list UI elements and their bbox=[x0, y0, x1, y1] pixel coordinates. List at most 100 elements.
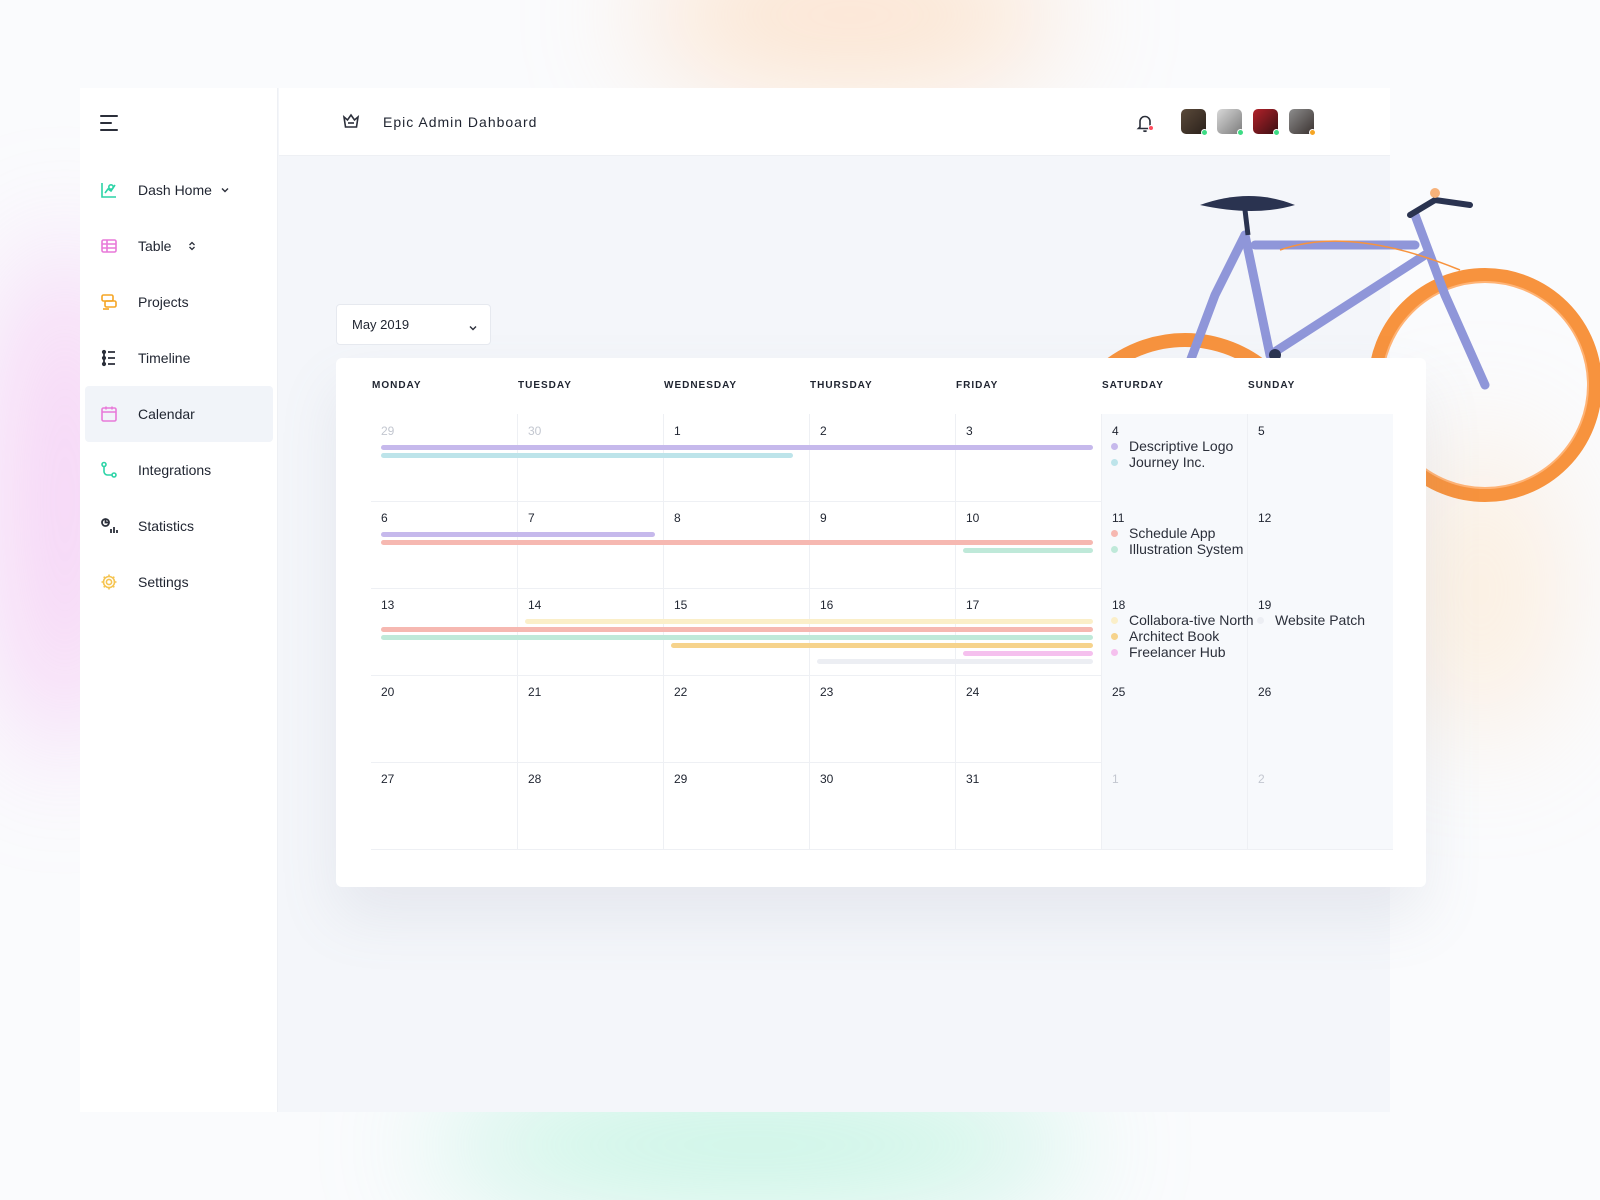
online-status-dot bbox=[1237, 129, 1244, 136]
sidebar-item-table[interactable]: Table bbox=[85, 218, 273, 274]
weekday-label: SUNDAY bbox=[1248, 380, 1296, 391]
day-number: 30 bbox=[528, 424, 542, 438]
event-bar[interactable] bbox=[963, 548, 1093, 553]
calendar-day-cell[interactable]: 16 bbox=[809, 588, 955, 676]
calendar-day-cell[interactable]: 10 bbox=[955, 501, 1101, 589]
calendar-day-cell[interactable]: 11 bbox=[1101, 501, 1247, 589]
event-color-dot bbox=[1111, 632, 1118, 640]
sidebar-item-projects[interactable]: Projects bbox=[85, 274, 273, 330]
calendar-day-cell[interactable]: 14 bbox=[517, 588, 663, 676]
calendar-day-cell[interactable]: 25 bbox=[1101, 675, 1247, 763]
avatar[interactable] bbox=[1181, 109, 1208, 136]
chevron-updown-icon bbox=[187, 241, 197, 251]
avatar[interactable] bbox=[1217, 109, 1244, 136]
day-number: 10 bbox=[966, 511, 980, 525]
calendar-day-cell[interactable]: 4 bbox=[1101, 414, 1247, 502]
calendar-day-cell[interactable]: 29 bbox=[663, 762, 809, 850]
calendar-day-cell[interactable]: 5 bbox=[1247, 414, 1393, 502]
calendar-day-cell[interactable]: 1 bbox=[1101, 762, 1247, 850]
day-number: 13 bbox=[381, 598, 395, 612]
calendar-day-cell[interactable]: 17 bbox=[955, 588, 1101, 676]
event-legend-label: Journey Inc. bbox=[1129, 454, 1206, 470]
menu-toggle-icon[interactable] bbox=[100, 114, 118, 132]
calendar-day-cell[interactable]: 24 bbox=[955, 675, 1101, 763]
event-bar[interactable] bbox=[381, 445, 1093, 450]
sidebar-item-label: Settings bbox=[138, 574, 189, 590]
calendar-day-cell[interactable]: 20 bbox=[371, 675, 517, 763]
sidebar-item-label: Timeline bbox=[138, 350, 191, 366]
event-bar[interactable] bbox=[671, 643, 1093, 648]
weekday-label: FRIDAY bbox=[956, 380, 999, 391]
event-bar[interactable] bbox=[817, 659, 1093, 664]
event-legend-item[interactable]: Schedule App bbox=[1111, 525, 1243, 541]
event-bar[interactable] bbox=[381, 532, 655, 537]
event-color-dot bbox=[1111, 529, 1118, 537]
sidebar-item-calendar[interactable]: Calendar bbox=[85, 386, 273, 442]
event-bar[interactable] bbox=[381, 453, 793, 458]
calendar-day-cell[interactable]: 22 bbox=[663, 675, 809, 763]
calendar-day-cell[interactable]: 30 bbox=[809, 762, 955, 850]
sidebar-item-integrations[interactable]: Integrations bbox=[85, 442, 273, 498]
calendar-day-cell[interactable]: 18 bbox=[1101, 588, 1247, 676]
event-color-dot bbox=[1111, 458, 1118, 466]
event-color-dot bbox=[1111, 442, 1118, 450]
sidebar-item-label: Dash Home bbox=[138, 182, 212, 198]
event-legend-item[interactable]: Architect Book bbox=[1111, 628, 1254, 644]
event-legend-item[interactable]: Journey Inc. bbox=[1111, 454, 1233, 470]
day-number: 14 bbox=[528, 598, 542, 612]
event-color-dot bbox=[1111, 616, 1118, 624]
day-number: 29 bbox=[381, 424, 395, 438]
event-legend-label: Descriptive Logo bbox=[1129, 438, 1234, 454]
event-bar[interactable] bbox=[381, 540, 1093, 545]
sidebar-item-timeline[interactable]: Timeline bbox=[85, 330, 273, 386]
calendar-day-cell[interactable]: 15 bbox=[663, 588, 809, 676]
calendar-day-cell[interactable]: 3 bbox=[955, 414, 1101, 502]
calendar-day-cell[interactable]: 21 bbox=[517, 675, 663, 763]
calendar-day-cell[interactable]: 30 bbox=[517, 414, 663, 502]
calendar-day-cell[interactable]: 13 bbox=[371, 588, 517, 676]
event-legend-item[interactable]: Descriptive Logo bbox=[1111, 438, 1233, 454]
month-select-value: May 2019 bbox=[352, 317, 410, 332]
event-bar[interactable] bbox=[381, 627, 1093, 632]
event-bar[interactable] bbox=[381, 635, 1093, 640]
sidebar-item-label: Table bbox=[138, 238, 172, 254]
calendar-day-cell[interactable]: 2 bbox=[1247, 762, 1393, 850]
calendar-day-cell[interactable]: 23 bbox=[809, 675, 955, 763]
avatar[interactable] bbox=[1289, 109, 1316, 136]
calendar-day-cell[interactable]: 28 bbox=[517, 762, 663, 850]
month-select[interactable]: May 2019 bbox=[336, 304, 491, 345]
event-bar[interactable] bbox=[525, 619, 1093, 624]
day-number: 24 bbox=[966, 685, 980, 699]
calendar-day-cell[interactable]: 2 bbox=[809, 414, 955, 502]
online-status-dot bbox=[1273, 129, 1280, 136]
calendar-day-cell[interactable]: 19 bbox=[1247, 588, 1393, 676]
calendar-day-cell[interactable]: 29 bbox=[371, 414, 517, 502]
sidebar-item-dash-home[interactable]: Dash Home bbox=[85, 162, 273, 218]
event-legend-item[interactable]: Freelancer Hub bbox=[1111, 644, 1254, 660]
event-bar[interactable] bbox=[963, 651, 1093, 656]
avatar[interactable] bbox=[1253, 109, 1280, 136]
sidebar-item-settings[interactable]: Settings bbox=[85, 554, 273, 610]
event-legend-item[interactable]: Illustration System bbox=[1111, 541, 1243, 557]
calendar-day-cell[interactable]: 8 bbox=[663, 501, 809, 589]
day-number: 2 bbox=[820, 424, 827, 438]
event-legend: Schedule App Illustration System bbox=[1111, 525, 1243, 557]
sidebar-item-statistics[interactable]: Statistics bbox=[85, 498, 273, 554]
event-legend-label: Architect Book bbox=[1129, 628, 1220, 644]
calendar-day-cell[interactable]: 12 bbox=[1247, 501, 1393, 589]
calendar-day-cell[interactable]: 1 bbox=[663, 414, 809, 502]
day-number: 11 bbox=[1112, 511, 1125, 525]
calendar-day-cell[interactable]: 6 bbox=[371, 501, 517, 589]
event-legend-item[interactable]: Collabora-tive North bbox=[1111, 612, 1254, 628]
calendar-day-cell[interactable]: 7 bbox=[517, 501, 663, 589]
event-legend-item[interactable]: Website Patch bbox=[1257, 612, 1365, 628]
bell-icon[interactable] bbox=[1136, 113, 1154, 133]
app-title: Epic Admin Dahboard bbox=[383, 114, 538, 130]
calendar-day-cell[interactable]: 27 bbox=[371, 762, 517, 850]
calendar-day-cell[interactable]: 26 bbox=[1247, 675, 1393, 763]
calendar-day-cell[interactable]: 31 bbox=[955, 762, 1101, 850]
calendar-day-cell[interactable]: 9 bbox=[809, 501, 955, 589]
event-legend-label: Schedule App bbox=[1129, 525, 1216, 541]
calendar-grid: 29 30 1 2 3 4 5 Descriptive Logo Journey Inc. 6 7 8… bbox=[371, 414, 1393, 854]
day-number: 20 bbox=[381, 685, 395, 699]
